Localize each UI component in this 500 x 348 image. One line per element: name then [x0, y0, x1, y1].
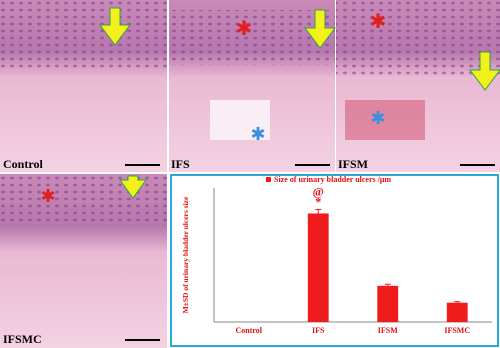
x-tick-label: IFSM [378, 326, 398, 335]
panel-label: IFSMC [3, 332, 42, 346]
marker: ✱ [250, 124, 265, 144]
marker: ✱ [370, 108, 385, 128]
x-tick-label: IFSMC [444, 326, 470, 335]
chart-frame [170, 174, 499, 347]
annotation: * [315, 194, 321, 208]
legend-swatch [266, 177, 271, 182]
x-tick-label: IFS [312, 326, 325, 335]
panel-label: IFSM [338, 157, 368, 171]
legend-label: Size of urinary bladder ulcers /μm [274, 175, 391, 184]
marker: ✱ [40, 186, 55, 206]
micrograph-ifsm: ✱ ✱ IFSM [336, 0, 500, 172]
y-axis-label: M±SD of urinary bladder ulcers size [181, 196, 190, 313]
bar [307, 213, 329, 322]
annotation: @ [313, 184, 324, 198]
bar [377, 285, 399, 322]
panel-label: Control [3, 157, 43, 171]
marker: ✱ [370, 11, 387, 33]
x-tick-label: Control [235, 326, 262, 335]
panel-label: IFS [171, 157, 190, 171]
marker: ✱ [236, 18, 253, 40]
bar [446, 302, 468, 322]
chart: Size of urinary bladder ulcers /μm M±SD o… [181, 175, 492, 335]
micrograph-control: Control [0, 0, 167, 172]
micrograph-ifs: ✱ ✱ IFS [169, 0, 336, 172]
micrograph-ifsmc: ✱ IFSMC [0, 174, 167, 348]
